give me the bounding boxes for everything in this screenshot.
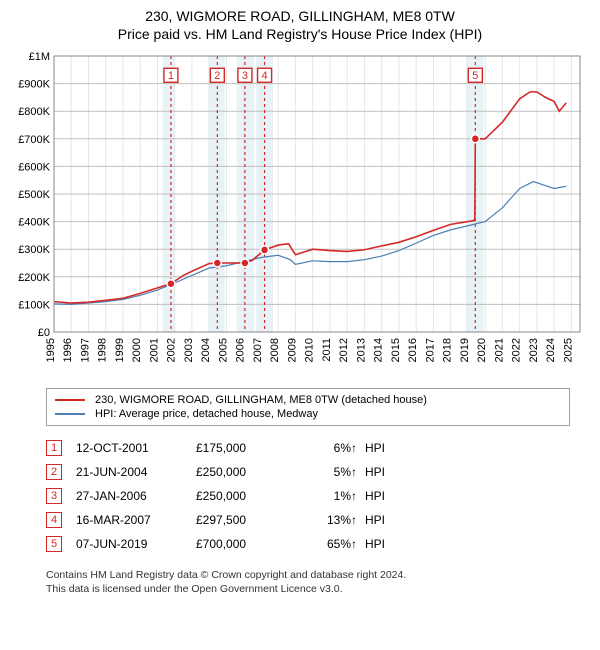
sales-row: 3 27-JAN-2006£250,0001%↑HPI — [46, 484, 570, 508]
sale-date: 07-JUN-2019 — [76, 537, 196, 551]
legend-row-2: HPI: Average price, detached house, Medw… — [55, 407, 561, 421]
svg-text:2013: 2013 — [355, 338, 367, 362]
sale-number-box: 2 — [46, 464, 62, 480]
sales-table: 112-OCT-2001£175,0006%↑HPI221-JUN-2004£2… — [46, 436, 570, 556]
svg-text:2024: 2024 — [545, 338, 557, 362]
svg-text:2010: 2010 — [304, 338, 316, 362]
sales-row: 5 07-JUN-2019£700,00065%↑HPI — [46, 532, 570, 556]
footer-l2: This data is licensed under the Open Gov… — [46, 582, 570, 596]
svg-text:2008: 2008 — [269, 338, 281, 362]
svg-text:1997: 1997 — [79, 338, 91, 362]
svg-text:2018: 2018 — [442, 338, 454, 362]
footer: Contains HM Land Registry data © Crown c… — [46, 568, 570, 596]
sale-date: 21-JUN-2004 — [76, 465, 196, 479]
sale-pct: 5% — [296, 465, 351, 479]
svg-text:1: 1 — [168, 70, 174, 82]
svg-text:2002: 2002 — [166, 338, 178, 362]
chart-svg: £0 £100K £200K £300K £400K £500K £600K £700K £80… — [10, 50, 590, 380]
legend-row-1: 230, WIGMORE ROAD, GILLINGHAM, ME8 0TW (… — [55, 393, 561, 407]
svg-text:£300K: £300K — [18, 244, 50, 256]
svg-text:£500K: £500K — [18, 189, 50, 201]
title-address: 230, WIGMORE ROAD, GILLINGHAM, ME8 0TW — [10, 8, 590, 24]
svg-text:2009: 2009 — [286, 338, 298, 362]
svg-text:1996: 1996 — [62, 338, 74, 362]
svg-text:1995: 1995 — [45, 338, 57, 362]
svg-text:5: 5 — [472, 70, 478, 82]
svg-text:2015: 2015 — [390, 338, 402, 362]
svg-text:£100K: £100K — [18, 299, 50, 311]
sale-number-box: 3 — [46, 488, 62, 504]
legend-label-1: 230, WIGMORE ROAD, GILLINGHAM, ME8 0TW (… — [95, 394, 427, 406]
sale-price: £250,000 — [196, 489, 296, 503]
legend: 230, WIGMORE ROAD, GILLINGHAM, ME8 0TW (… — [46, 388, 570, 426]
legend-swatch-blue — [55, 413, 85, 415]
sale-price: £175,000 — [196, 441, 296, 455]
svg-text:2011: 2011 — [321, 338, 333, 362]
svg-text:£400K: £400K — [18, 217, 50, 229]
footer-l1: Contains HM Land Registry data © Crown c… — [46, 568, 570, 582]
svg-text:2001: 2001 — [148, 338, 160, 362]
sale-pct: 13% — [296, 513, 351, 527]
sale-note: HPI — [365, 537, 405, 551]
svg-text:£600K: £600K — [18, 161, 50, 173]
svg-text:2005: 2005 — [217, 338, 229, 362]
svg-text:£1M: £1M — [29, 51, 50, 63]
sale-date: 16-MAR-2007 — [76, 513, 196, 527]
up-arrow-icon: ↑ — [351, 537, 365, 551]
legend-swatch-red — [55, 399, 85, 401]
up-arrow-icon: ↑ — [351, 465, 365, 479]
sale-price: £250,000 — [196, 465, 296, 479]
svg-text:2017: 2017 — [424, 338, 436, 362]
sale-price: £297,500 — [196, 513, 296, 527]
svg-text:2000: 2000 — [131, 338, 143, 362]
sale-note: HPI — [365, 465, 405, 479]
svg-text:1998: 1998 — [97, 338, 109, 362]
svg-text:2: 2 — [214, 70, 220, 82]
svg-text:2025: 2025 — [562, 338, 574, 362]
svg-text:2006: 2006 — [235, 338, 247, 362]
title-sub: Price paid vs. HM Land Registry's House … — [10, 26, 590, 42]
svg-text:2016: 2016 — [407, 338, 419, 362]
svg-text:£700K: £700K — [18, 134, 50, 146]
svg-text:£800K: £800K — [18, 106, 50, 118]
svg-text:2007: 2007 — [252, 338, 264, 362]
svg-text:2019: 2019 — [459, 338, 471, 362]
sales-row: 2 21-JUN-2004£250,0005%↑HPI — [46, 460, 570, 484]
sale-pct: 65% — [296, 537, 351, 551]
svg-text:4: 4 — [262, 70, 268, 82]
sale-number-box: 5 — [46, 536, 62, 552]
sale-note: HPI — [365, 513, 405, 527]
up-arrow-icon: ↑ — [351, 441, 365, 455]
svg-text:2023: 2023 — [528, 338, 540, 362]
chart: £0 £100K £200K £300K £400K £500K £600K £700K £80… — [10, 50, 590, 380]
sale-note: HPI — [365, 441, 405, 455]
sale-date: 27-JAN-2006 — [76, 489, 196, 503]
svg-text:2014: 2014 — [373, 338, 385, 362]
sales-row: 1 12-OCT-2001£175,0006%↑HPI — [46, 436, 570, 460]
svg-text:3: 3 — [242, 70, 248, 82]
sales-row: 4 16-MAR-2007£297,50013%↑HPI — [46, 508, 570, 532]
title-block: 230, WIGMORE ROAD, GILLINGHAM, ME8 0TW P… — [10, 8, 590, 42]
sale-price: £700,000 — [196, 537, 296, 551]
up-arrow-icon: ↑ — [351, 489, 365, 503]
svg-text:2012: 2012 — [338, 338, 350, 362]
svg-text:£900K: £900K — [18, 79, 50, 91]
svg-text:2004: 2004 — [200, 338, 212, 362]
svg-text:£200K: £200K — [18, 272, 50, 284]
svg-text:2003: 2003 — [183, 338, 195, 362]
page: 230, WIGMORE ROAD, GILLINGHAM, ME8 0TW P… — [0, 0, 600, 606]
svg-text:£0: £0 — [38, 327, 50, 339]
up-arrow-icon: ↑ — [351, 513, 365, 527]
svg-text:2020: 2020 — [476, 338, 488, 362]
sale-pct: 1% — [296, 489, 351, 503]
sale-date: 12-OCT-2001 — [76, 441, 196, 455]
sale-note: HPI — [365, 489, 405, 503]
sale-number-box: 1 — [46, 440, 62, 456]
sale-pct: 6% — [296, 441, 351, 455]
svg-text:1999: 1999 — [114, 338, 126, 362]
svg-text:2021: 2021 — [493, 338, 505, 362]
legend-label-2: HPI: Average price, detached house, Medw… — [95, 408, 318, 420]
svg-text:2022: 2022 — [511, 338, 523, 362]
sale-number-box: 4 — [46, 512, 62, 528]
